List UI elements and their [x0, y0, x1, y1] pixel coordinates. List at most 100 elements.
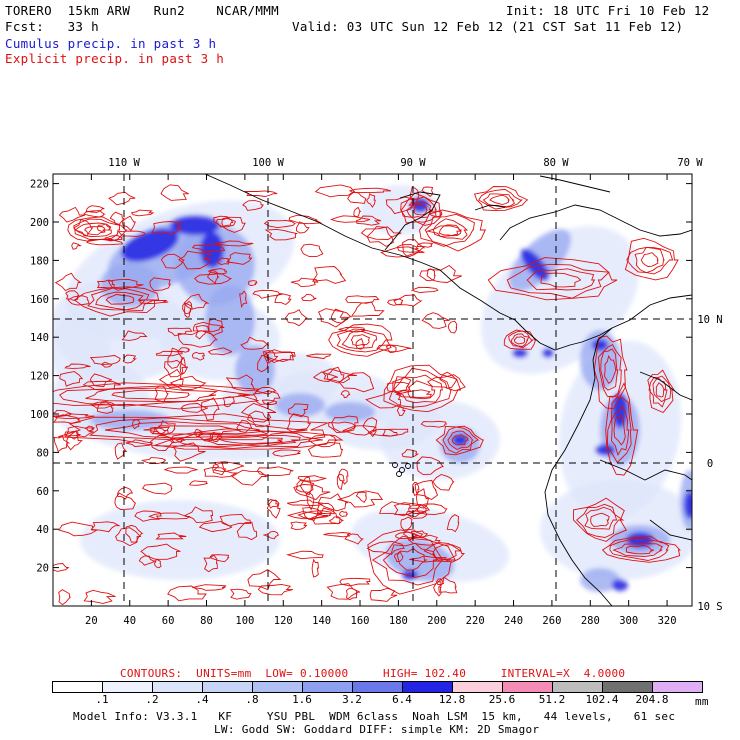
axis-ticks — [53, 174, 692, 606]
colorbar-swatch — [152, 681, 203, 693]
precip-shade — [385, 538, 455, 582]
precip-contour — [432, 544, 466, 563]
precip-contour — [402, 528, 424, 541]
colorbar-swatch — [402, 681, 453, 693]
precip-contour — [58, 589, 72, 606]
precip-contour-band — [473, 186, 528, 212]
x-tick-label: 280 — [581, 615, 600, 627]
precip-contour-band — [413, 204, 428, 216]
precip-contour-band — [392, 374, 443, 404]
precip-shade — [205, 285, 255, 355]
precip-contour — [345, 587, 358, 601]
y-tick-label: 40 — [36, 524, 49, 536]
precip-contour — [155, 532, 187, 540]
precip-contour — [53, 435, 71, 453]
lon-label: 80 W — [543, 157, 569, 169]
precip-contour — [84, 425, 94, 432]
precip-contour — [178, 250, 212, 270]
precip-contour — [446, 514, 460, 533]
precip-contour — [160, 253, 185, 269]
precip-contour — [290, 521, 308, 531]
precip-contour — [401, 449, 420, 458]
colorbar-tick-label: 6.4 — [392, 693, 412, 706]
colorbar-tick-label: 1.6 — [292, 693, 312, 706]
precip-contour — [376, 344, 412, 353]
precip-contour-band — [487, 257, 618, 301]
precip-contour — [208, 318, 223, 337]
precip-contour — [393, 502, 431, 518]
precip-contour-band — [400, 192, 441, 226]
precip-contour — [297, 475, 327, 482]
precip-contour — [331, 415, 359, 433]
precip-contour — [240, 336, 270, 350]
precip-contour — [287, 499, 323, 507]
precip-contour — [116, 486, 134, 500]
precip-contour — [427, 374, 466, 392]
precip-contour — [207, 347, 233, 356]
x-tick-label: 200 — [427, 615, 446, 627]
precip-contour — [192, 584, 227, 591]
colorbar-tick-label: 204.8 — [635, 693, 669, 706]
precip-contour-band — [625, 544, 654, 555]
precip-contour — [307, 442, 344, 458]
precip-contour — [172, 442, 206, 462]
colorbar-swatch — [302, 681, 353, 693]
precip-contour — [355, 338, 366, 350]
precip-shade — [402, 570, 418, 580]
precip-contour-band — [59, 385, 252, 407]
colorbar-labels: .1 .2 .4 .8 1.6 3.2 6.4 12.8 25.6 51.2 102.4 204.8 — [52, 694, 702, 706]
precip-contour — [209, 554, 230, 563]
lat-lon-grid — [53, 174, 692, 606]
precip-shade — [520, 248, 550, 282]
precip-contour — [148, 512, 191, 520]
precip-contour — [420, 420, 448, 428]
precip-contour — [114, 442, 128, 460]
y-tick-label: 20 — [36, 563, 49, 575]
precip-contour — [348, 187, 392, 194]
coastline-4 — [611, 294, 692, 329]
precip-contour — [393, 376, 412, 394]
precip-contour — [322, 368, 357, 384]
precip-contour-band — [451, 434, 469, 446]
precip-contour — [421, 186, 434, 198]
precip-contour-band — [506, 263, 610, 299]
precip-shade — [325, 402, 375, 422]
precip-contour — [240, 402, 277, 423]
precip-contour — [257, 583, 294, 596]
precip-contour — [219, 513, 252, 527]
colorbar-tick-label: .2 — [145, 693, 159, 706]
precip-contour — [263, 220, 297, 229]
precip-contour-band — [513, 336, 526, 345]
precip-contour — [167, 585, 207, 602]
precip-contour — [350, 301, 385, 317]
lat-label: 10 S — [697, 601, 722, 613]
precip-contour — [336, 473, 345, 491]
precip-contour — [242, 200, 265, 211]
precip-contour — [252, 390, 281, 405]
precip-contour-band — [584, 506, 618, 530]
precip-contour — [414, 479, 439, 501]
header-title-line: TORERO 15km ARW Run2 NCAR/MMM — [5, 3, 279, 18]
precip-contour — [284, 309, 308, 327]
precip-contour — [433, 581, 442, 597]
precip-contour — [362, 417, 378, 438]
colorbar-tick-label: .1 — [95, 693, 109, 706]
precip-contour-band — [341, 330, 377, 349]
coastline-8 — [539, 175, 611, 193]
precip-contour — [344, 533, 365, 545]
precip-shade — [612, 579, 628, 591]
precip-contour — [317, 502, 335, 515]
precip-contour — [64, 363, 91, 369]
precip-contour — [225, 374, 256, 392]
precip-contour — [89, 401, 117, 409]
precip-contour — [366, 226, 394, 247]
precip-contour-band — [383, 364, 462, 413]
lon-label: 70 W — [677, 157, 703, 169]
precip-contour — [312, 371, 339, 382]
coastline-5 — [639, 371, 692, 401]
colorbar-swatch — [552, 681, 603, 693]
colorbar-swatch — [52, 681, 103, 693]
precip-contour — [256, 466, 294, 477]
y-tick-label: 220 — [30, 179, 49, 191]
precip-contour — [385, 344, 397, 353]
